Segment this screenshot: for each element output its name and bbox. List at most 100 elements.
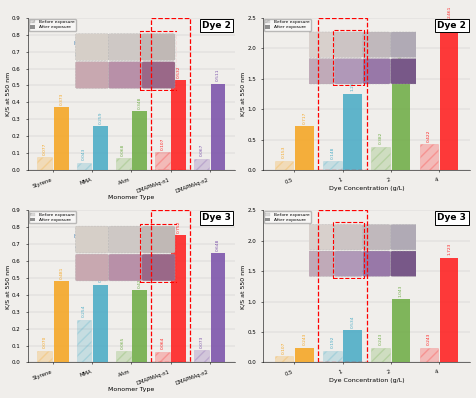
Text: 0.382: 0.382	[378, 132, 383, 144]
Bar	[93, 126, 108, 170]
Text: Dye 2: Dye 2	[437, 21, 466, 30]
Legend: Before exposure, After exposure: Before exposure, After exposure	[29, 211, 76, 223]
Text: 0.243: 0.243	[302, 333, 307, 345]
Text: 0.428: 0.428	[138, 275, 142, 288]
Text: 0.422: 0.422	[427, 130, 431, 142]
Text: Styrene: Styrene	[81, 275, 99, 279]
Bar	[344, 94, 362, 170]
Text: 0.243: 0.243	[427, 333, 431, 345]
Text: HCl: HCl	[308, 41, 317, 56]
Bar	[295, 348, 314, 363]
Bar	[116, 351, 130, 363]
Bar	[344, 330, 362, 363]
Bar	[371, 348, 390, 363]
Text: 0.481: 0.481	[60, 267, 63, 279]
Bar	[77, 163, 91, 170]
Legend: Before exposure, After exposure: Before exposure, After exposure	[264, 211, 311, 223]
Text: 0.460: 0.460	[99, 270, 102, 283]
Text: 0.511: 0.511	[216, 69, 220, 81]
Text: 0.648: 0.648	[216, 238, 220, 251]
Text: Styrene: Styrene	[81, 82, 99, 86]
Bar	[275, 356, 293, 363]
Text: 0.534: 0.534	[351, 315, 355, 328]
Bar	[318, 18, 367, 170]
Bar	[210, 84, 226, 170]
Bar	[116, 158, 130, 170]
Text: 1.723: 1.723	[447, 243, 451, 255]
Text: HCl: HCl	[308, 234, 317, 248]
Text: 0.107: 0.107	[160, 137, 164, 150]
Bar	[132, 111, 147, 170]
Bar	[323, 161, 342, 170]
Bar	[194, 159, 209, 170]
Text: 4: 4	[396, 78, 399, 84]
Bar	[295, 126, 314, 170]
Bar	[420, 144, 438, 170]
Text: Dye 2: Dye 2	[202, 21, 231, 30]
Y-axis label: K/S at 550 nm: K/S at 550 nm	[6, 264, 10, 308]
Text: 0.065: 0.065	[121, 337, 125, 349]
Text: 0.070: 0.070	[43, 336, 47, 348]
Bar	[77, 320, 91, 363]
Text: 0.192: 0.192	[330, 336, 334, 349]
Text: 1.043: 1.043	[399, 284, 403, 297]
Text: 2.461: 2.461	[447, 6, 451, 18]
Text: 0.077: 0.077	[43, 142, 47, 155]
Text: 0.254: 0.254	[82, 305, 86, 317]
Text: 0.5: 0.5	[317, 78, 325, 84]
Bar	[151, 18, 190, 170]
Bar	[440, 258, 458, 363]
Bar	[54, 107, 69, 170]
Text: HCl: HCl	[73, 234, 82, 248]
Text: 0.717: 0.717	[302, 112, 307, 124]
Text: 0.532: 0.532	[177, 65, 181, 78]
Bar	[38, 351, 52, 363]
Text: 0.5: 0.5	[317, 271, 325, 276]
Text: 0.107: 0.107	[282, 341, 286, 354]
Text: 0.259: 0.259	[99, 111, 102, 124]
Bar	[440, 20, 458, 170]
Legend: Before exposure, After exposure: Before exposure, After exposure	[264, 19, 311, 31]
Bar	[275, 161, 293, 170]
Text: Dye 3: Dye 3	[437, 213, 466, 222]
Text: 1.695: 1.695	[399, 52, 403, 64]
Text: 0.067: 0.067	[199, 144, 204, 156]
Text: 0.373: 0.373	[60, 92, 63, 105]
Bar	[392, 299, 410, 363]
Text: HCl: HCl	[73, 41, 82, 56]
Text: 0.148: 0.148	[330, 146, 334, 159]
Text: 0.752: 0.752	[177, 220, 181, 233]
Bar	[151, 210, 190, 363]
Bar	[38, 157, 52, 170]
Text: 0.064: 0.064	[160, 337, 164, 349]
X-axis label: Dye Concentration (g/L): Dye Concentration (g/L)	[329, 378, 405, 383]
Text: DMAPMAq·2: DMAPMAq·2	[145, 82, 171, 86]
Y-axis label: K/S at 550 nm: K/S at 550 nm	[241, 72, 246, 116]
Text: DMAPMAq·2: DMAPMAq·2	[145, 275, 171, 279]
Text: 0.043: 0.043	[82, 148, 86, 160]
Text: 0.243: 0.243	[378, 333, 383, 345]
Bar	[210, 253, 226, 363]
Y-axis label: K/S at 550 nm: K/S at 550 nm	[6, 72, 10, 116]
Bar	[171, 80, 186, 170]
Text: 1.253: 1.253	[351, 79, 355, 92]
Text: 0.073: 0.073	[199, 336, 204, 348]
Text: 0.068: 0.068	[121, 144, 125, 156]
Text: 0.348: 0.348	[138, 96, 142, 109]
Bar	[392, 67, 410, 170]
X-axis label: Monomer Type: Monomer Type	[109, 195, 155, 200]
Bar	[194, 350, 209, 363]
Text: 4: 4	[396, 271, 399, 276]
Bar	[318, 210, 367, 363]
Bar	[420, 348, 438, 363]
Bar	[155, 152, 170, 170]
Bar	[323, 351, 342, 363]
Bar	[171, 235, 186, 363]
Text: Dye 3: Dye 3	[202, 213, 231, 222]
X-axis label: Monomer Type: Monomer Type	[109, 387, 155, 392]
Bar	[93, 285, 108, 363]
Bar	[371, 147, 390, 170]
Y-axis label: K/S at 550 nm: K/S at 550 nm	[241, 264, 246, 308]
Text: 0.153: 0.153	[282, 146, 286, 158]
Legend: Before exposure, After exposure: Before exposure, After exposure	[29, 19, 76, 31]
